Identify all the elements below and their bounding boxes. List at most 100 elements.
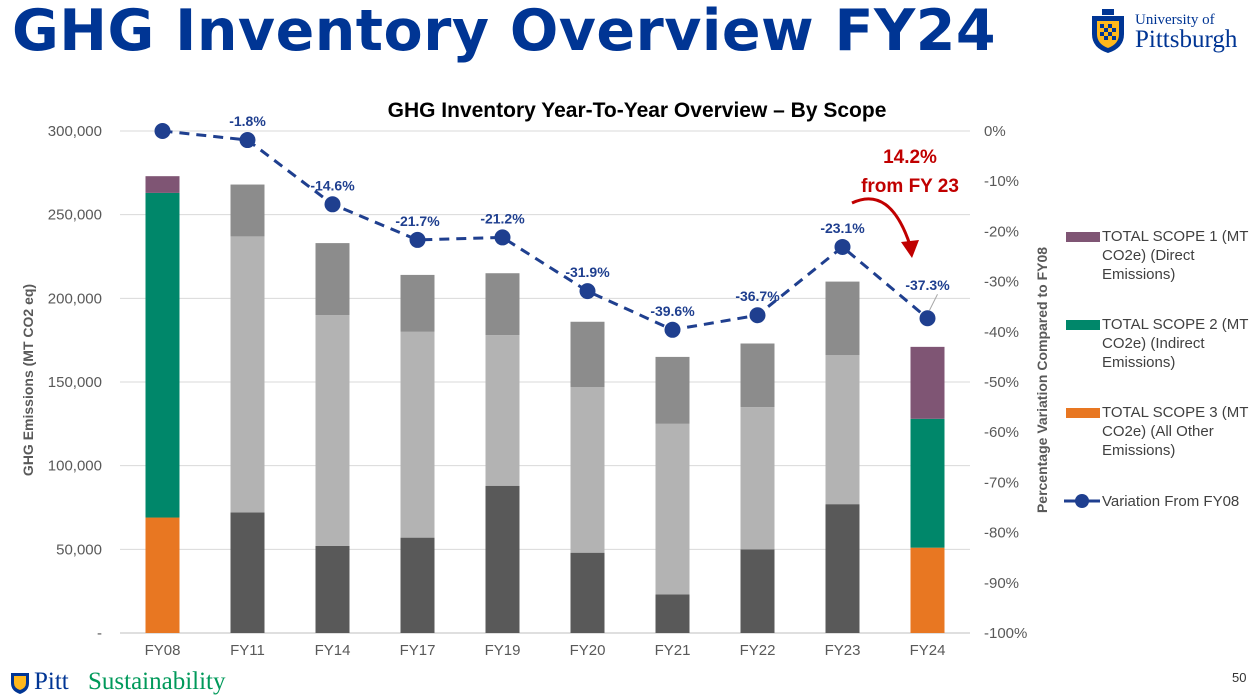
variation-point [919,310,936,327]
x-tick-label: FY21 [655,642,691,659]
legend-scope3: TOTAL SCOPE 3 (MT CO2e) (All Other Emiss… [1102,404,1249,459]
bar-fy11-scope1 [230,184,265,237]
y2-tick-label: -40% [984,324,1019,341]
bar-fy22-scope2 [740,407,775,550]
y2-tick-label: -100% [984,625,1027,642]
chart-title: GHG Inventory Year-To-Year Overview – By… [388,99,887,122]
variation-data-label: -1.8% [229,113,266,129]
university-logo: University of Pittsburgh [1088,6,1248,56]
change-annotation: 14.2% from FY 23 [851,147,959,258]
legend-variation: Variation From FY08 [1102,493,1240,510]
y2-tick-label: 0% [984,123,1006,140]
y-tick-label: 100,000 [48,458,102,475]
y2-tick-label: -60% [984,424,1019,441]
y-tick-label: 50,000 [56,541,102,558]
y2-tick-label: -10% [984,173,1019,190]
bar-fy14-scope3 [315,545,350,633]
x-tick-label: FY17 [400,642,436,659]
x-tick-label: FY14 [315,642,351,659]
bar-fy22-scope3 [740,549,775,633]
university-seal-icon [1092,9,1124,53]
slide-title: GHG Inventory Overview FY24 [12,0,997,64]
variation-point [749,307,766,324]
variation-data-label: -37.3% [905,277,950,293]
variation-data-label: -31.9% [565,264,610,280]
bar-fy20-scope3 [570,552,605,633]
bar-fy19-scope3 [485,485,520,633]
legend-swatch-variation [1064,494,1100,508]
y2-tick-label: -20% [984,223,1019,240]
bar-fy21-scope3 [655,594,690,633]
x-tick-label: FY24 [910,642,946,659]
bar-fy19-scope1 [485,273,520,336]
variation-point [834,238,851,255]
bar-fy08-scope2 [145,192,180,518]
variation-data-label: -21.2% [480,210,525,226]
bar-fy21-scope1 [655,356,690,424]
bar-fy19-scope2 [485,335,520,486]
bar-fy24-scope1 [910,346,945,419]
variation-point [494,229,511,246]
y2-axis-label: Percentage Variation Compared to FY08 [1034,247,1050,513]
y-tick-label: 200,000 [48,290,102,307]
variation-data-label: -14.6% [310,177,355,193]
bar-fy08-scope1 [145,176,180,193]
variation-data-label: -39.6% [650,303,695,319]
x-tick-label: FY19 [485,642,521,659]
variation-point [239,132,256,149]
footer-word2: Sustainability [88,668,226,695]
footer-word1: Pitt [34,668,69,695]
variation-data-label: -23.1% [820,220,865,236]
legend-swatch-scope2 [1066,320,1100,330]
bar-fy21-scope2 [655,423,690,595]
x-tick-label: FY08 [145,642,181,659]
data-label-leader [929,294,938,311]
y2-tick-label: -70% [984,474,1019,491]
variation-point [154,123,171,139]
legend-scope2: TOTAL SCOPE 2 (MT CO2e) (Indirect Emissi… [1102,316,1249,371]
y-tick-label: - [97,625,102,642]
legend-swatch-scope1 [1066,232,1100,242]
annotation-arrow [851,197,912,246]
legend-swatch-scope3 [1066,408,1100,418]
variation-point [409,231,426,248]
y2-tick-label: -80% [984,525,1019,542]
annotation-text: from FY 23 [861,176,959,197]
annotation-percent: 14.2% [883,147,937,168]
variation-point [664,321,681,338]
bar-fy17-scope1 [400,274,435,332]
variation-point [324,196,341,213]
variation-line [162,129,929,332]
bar-fy11-scope3 [230,512,265,633]
footer-logo: Pitt Sustainability [10,666,270,696]
bar-fy24-scope2 [910,418,945,548]
y-axis-label: GHG Emissions (MT CO2 eq) [20,284,36,476]
y-tick-label: 150,000 [48,374,102,391]
logo-line1: University of [1135,12,1215,28]
variation-data-label: -36.7% [735,288,780,304]
bar-fy22-scope1 [740,343,775,408]
x-tick-label: FY20 [570,642,606,659]
y2-tick-label: -50% [984,374,1019,391]
x-tick-label: FY22 [740,642,776,659]
bar-fy17-scope3 [400,537,435,633]
annotation-arrowhead [901,240,919,258]
bar-fy14-scope2 [315,315,350,546]
legend-scope1: TOTAL SCOPE 1 (MT CO2e) (Direct Emission… [1102,228,1249,283]
bar-fy11-scope2 [230,236,265,513]
bar-fy24-scope3 [910,547,945,633]
y2-tick-label: -30% [984,274,1019,291]
bar-fy14-scope1 [315,243,350,316]
footer-seal-icon [11,673,29,694]
bar-fy23-scope3 [825,504,860,633]
bar-fy20-scope1 [570,321,605,388]
y-tick-label: 300,000 [48,123,102,140]
y2-tick-label: -90% [984,575,1019,592]
bar-fy23-scope2 [825,355,860,505]
x-tick-label: FY23 [825,642,861,659]
logo-line2: Pittsburgh [1135,26,1238,53]
bar-fy23-scope1 [825,281,860,356]
variation-point [579,283,596,300]
page-number: 50 [1232,670,1247,685]
